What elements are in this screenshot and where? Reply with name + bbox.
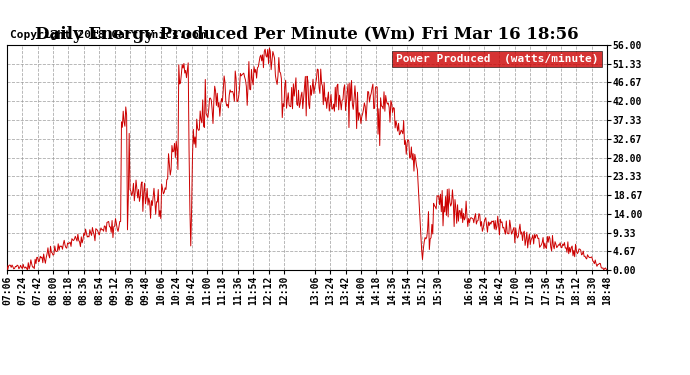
Title: Daily Energy Produced Per Minute (Wm) Fri Mar 16 18:56: Daily Energy Produced Per Minute (Wm) Fr… xyxy=(35,27,579,44)
Text: Copyright 2018 Cartronics.com: Copyright 2018 Cartronics.com xyxy=(10,30,206,40)
Legend: Power Produced  (watts/minute): Power Produced (watts/minute) xyxy=(393,51,602,67)
